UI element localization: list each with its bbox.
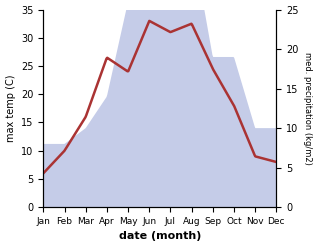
Y-axis label: max temp (C): max temp (C) [5,75,16,142]
X-axis label: date (month): date (month) [119,231,201,242]
Y-axis label: med. precipitation (kg/m2): med. precipitation (kg/m2) [303,52,313,165]
